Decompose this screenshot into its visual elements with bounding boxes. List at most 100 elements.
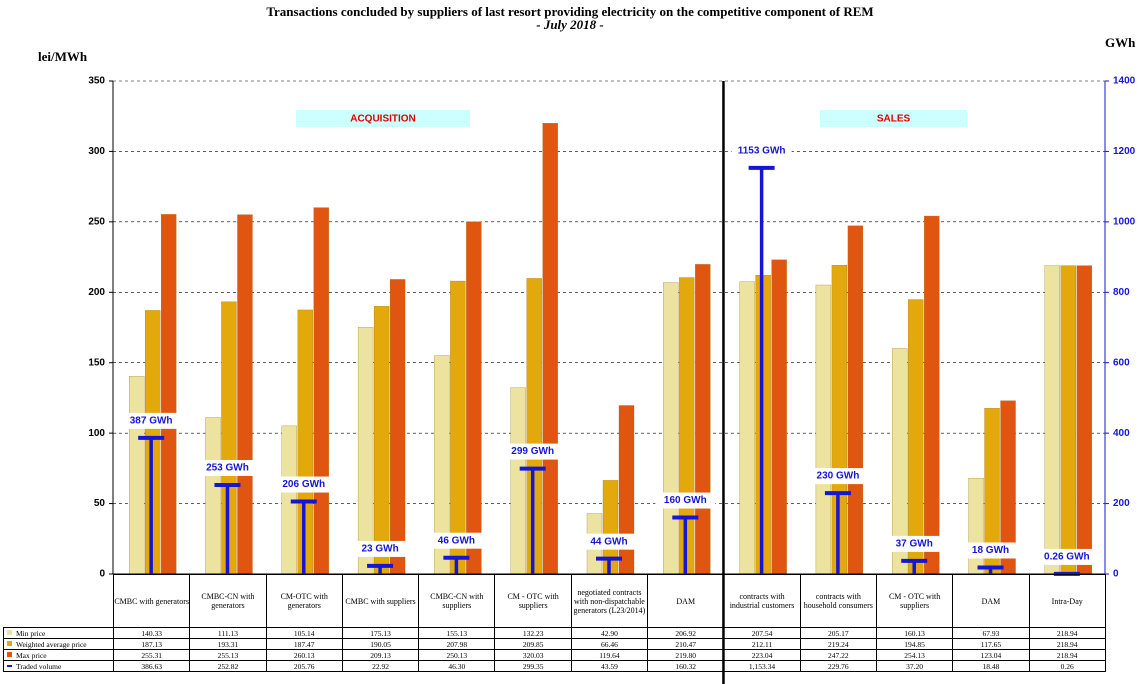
table-cell: 43.59 bbox=[570, 660, 649, 672]
table-cell: 194.85 bbox=[875, 638, 954, 650]
table-cell: 67.93 bbox=[952, 627, 1030, 639]
y2-tick-label: 600 bbox=[1113, 357, 1130, 368]
legend-entry: Max price bbox=[3, 649, 114, 661]
x-tick-label: CM - OTC with suppliers bbox=[494, 574, 572, 628]
y-tick-label: 300 bbox=[88, 146, 105, 157]
y2-axis-title: GWh bbox=[1105, 35, 1136, 50]
bar bbox=[739, 281, 755, 575]
data-label: 23 GWh bbox=[361, 544, 398, 555]
label-bg bbox=[1036, 548, 1097, 565]
table-cell: 210.47 bbox=[647, 638, 725, 650]
table-cell: 123.04 bbox=[952, 649, 1030, 661]
y-tick-label: 0 bbox=[99, 569, 105, 580]
data-label: 44 GWh bbox=[590, 536, 627, 547]
table-cell: 223.04 bbox=[723, 649, 801, 661]
bar bbox=[968, 478, 984, 575]
bar bbox=[695, 264, 711, 575]
bar bbox=[313, 207, 329, 575]
y-tick-label: 100 bbox=[88, 428, 105, 439]
table-cell: 111.13 bbox=[189, 627, 267, 639]
table-cell: 193.31 bbox=[189, 638, 267, 650]
y2-tick-label: 0 bbox=[1113, 569, 1119, 580]
y2-tick-label: 200 bbox=[1113, 498, 1130, 509]
table-cell: 119.64 bbox=[570, 649, 649, 661]
table-cell: 155.13 bbox=[418, 627, 496, 639]
bar bbox=[373, 306, 390, 575]
table-cell: 218.94 bbox=[1028, 649, 1106, 661]
chart-title: Transactions concluded by suppliers of l… bbox=[266, 4, 873, 19]
legend-entry: Traded volume bbox=[3, 660, 114, 672]
bar bbox=[357, 327, 374, 575]
x-tick-label: contracts with household consumers bbox=[799, 574, 877, 628]
legend-label: Weighted average price bbox=[16, 639, 87, 649]
y-tick-label: 150 bbox=[88, 357, 105, 368]
table-cell: 229.76 bbox=[799, 660, 877, 672]
table-row: CMBC with generators CMBC-CN with generat… bbox=[3, 574, 1106, 628]
bar bbox=[908, 299, 924, 575]
chart-subtitle: - July 2018 - bbox=[536, 17, 604, 32]
table-row: Traded volume 386.63 252.82 205.76 22.92 46.3… bbox=[3, 660, 1106, 672]
bar bbox=[450, 280, 466, 575]
table-row: Max price 255.31 255.13 260.13 209.13 250.13 3… bbox=[3, 649, 1106, 661]
table-cell: 205.76 bbox=[265, 660, 343, 672]
x-tick-label: CM - OTC with suppliers bbox=[875, 574, 954, 628]
table-cell: 18.48 bbox=[952, 660, 1030, 672]
label-bg bbox=[655, 492, 716, 509]
table-cell: 252.82 bbox=[189, 660, 267, 672]
x-tick-label: CMBC-CN with generators bbox=[189, 574, 267, 628]
bar bbox=[1060, 265, 1076, 575]
y2-tick-label: 1400 bbox=[1113, 76, 1136, 87]
table-cell: 247.22 bbox=[799, 649, 877, 661]
table-cell: 255.31 bbox=[112, 649, 191, 661]
table-cell: 187.13 bbox=[112, 638, 191, 650]
bar bbox=[510, 387, 526, 575]
table-cell: 219.24 bbox=[799, 638, 877, 650]
legend-label: Min price bbox=[16, 628, 46, 638]
table-cell: 260.13 bbox=[265, 649, 343, 661]
table-cell: 66.46 bbox=[570, 638, 649, 650]
y-tick-label: 50 bbox=[94, 498, 106, 509]
label-bg bbox=[426, 532, 487, 549]
table-cell: 37.20 bbox=[875, 660, 954, 672]
bar bbox=[389, 279, 406, 575]
table-cell: 187.47 bbox=[265, 638, 343, 650]
x-tick-label: CMBC with generators bbox=[112, 574, 191, 628]
x-tick-label: DAM bbox=[952, 574, 1030, 628]
table-cell: 299.35 bbox=[494, 660, 572, 672]
annotation-box bbox=[296, 110, 470, 127]
table-cell: 320.03 bbox=[494, 649, 572, 661]
bar bbox=[129, 376, 145, 575]
table-cell: 218.94 bbox=[1028, 638, 1106, 650]
label-bg bbox=[731, 142, 792, 159]
y-tick-label: 350 bbox=[88, 76, 105, 87]
bar bbox=[771, 259, 787, 575]
label-bg bbox=[502, 443, 563, 460]
data-label: 160 GWh bbox=[664, 495, 707, 506]
label-bg bbox=[350, 540, 411, 557]
y-axis-title: lei/MWh bbox=[38, 49, 88, 64]
data-label: 387 GWh bbox=[130, 415, 173, 426]
label-bg bbox=[197, 459, 258, 476]
data-table: CMBC with generators CMBC-CN with generat… bbox=[3, 574, 1106, 672]
bar bbox=[466, 221, 482, 575]
bar bbox=[205, 417, 221, 575]
x-tick-label: CMBC-CN with suppliers bbox=[418, 574, 496, 628]
table-cell: 1,153.34 bbox=[723, 660, 801, 672]
label-bg bbox=[807, 468, 868, 485]
legend-entry: Weighted average price bbox=[3, 638, 114, 650]
y-tick-label: 250 bbox=[88, 216, 105, 227]
table-cell: 209.85 bbox=[494, 638, 572, 650]
table-cell: 209.13 bbox=[341, 649, 420, 661]
table-cell: 117.65 bbox=[952, 638, 1030, 650]
table-cell: 206.92 bbox=[647, 627, 725, 639]
table-cell: 212.11 bbox=[723, 638, 801, 650]
annotation: SALES bbox=[877, 114, 911, 125]
table-cell: 207.54 bbox=[723, 627, 801, 639]
table-corner bbox=[3, 574, 114, 628]
bar bbox=[847, 225, 864, 575]
bar bbox=[161, 214, 177, 575]
data-label: 0.26 GWh bbox=[1044, 552, 1090, 563]
label-bg bbox=[960, 542, 1021, 559]
data-label: 230 GWh bbox=[817, 471, 860, 482]
legend-key bbox=[7, 630, 12, 635]
